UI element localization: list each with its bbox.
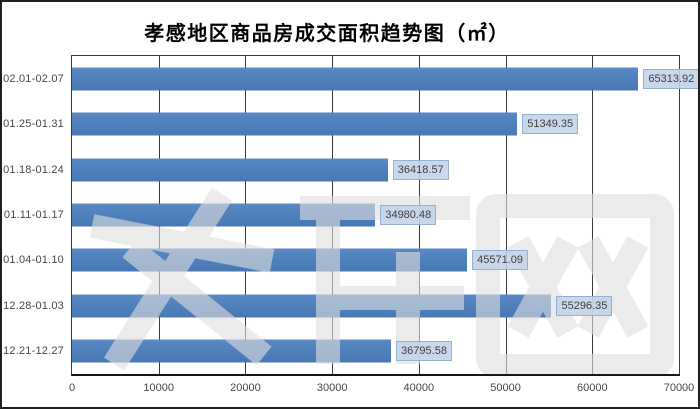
- value-label: 65313.92: [643, 68, 698, 89]
- value-label: 36795.58: [396, 341, 452, 362]
- x-tick-label: 40000: [403, 382, 435, 394]
- bar: [72, 112, 518, 136]
- y-tick-label: 01.04-01.10: [3, 254, 64, 267]
- x-tick-label: 70000: [663, 382, 695, 394]
- plot-area: 65313.92 51349.35 36418.57 34980.48 45571.09…: [71, 55, 698, 376]
- bar-row: 34980.48: [72, 192, 679, 237]
- bar: [72, 67, 639, 91]
- value-label: 55296.35: [556, 295, 613, 316]
- x-tick-label: 20000: [230, 382, 261, 394]
- y-tick-label: 01.18-01.24: [3, 163, 64, 176]
- value-label: 34980.48: [380, 204, 437, 225]
- y-tick-label: 12.21-12.27: [3, 345, 64, 358]
- bar-row: 45571.09: [72, 238, 679, 283]
- x-tick-label: 10000: [143, 382, 174, 394]
- x-tick-label: 30000: [316, 382, 348, 394]
- bar: [72, 158, 388, 182]
- value-label: 51349.35: [522, 114, 579, 135]
- bar: [72, 339, 392, 363]
- x-tick-label: 60000: [576, 382, 608, 394]
- bar-row: 55296.35: [72, 283, 679, 328]
- x-tick-label: 50000: [490, 382, 521, 394]
- x-tick-label: 0: [68, 382, 76, 394]
- bar: [72, 203, 376, 227]
- bar-row: 36795.58: [72, 329, 679, 374]
- y-tick-label: 01.25-01.31: [3, 118, 64, 131]
- bar-row: 51349.35: [72, 101, 679, 146]
- bar-row: 65313.92: [72, 56, 698, 101]
- value-label: 45571.09: [472, 250, 529, 271]
- y-tick-label: 12.28-01.03: [3, 299, 64, 312]
- chart-title: 孝感地区商品房成交面积趋势图（㎡）: [144, 23, 510, 45]
- bar-row: 36418.57: [72, 147, 679, 192]
- bar: [72, 294, 552, 318]
- value-label: 36418.57: [392, 159, 449, 180]
- y-tick-label: 02.01-02.07: [3, 72, 64, 85]
- x-axis-labels: 0 10000 20000 30000 40000 50000 60000 70000: [68, 382, 694, 398]
- y-axis-labels: 02.01-02.07 01.25-01.31 01.18-01.24 01.11-0…: [2, 56, 64, 374]
- y-tick-label: 01.11-01.17: [3, 208, 64, 221]
- bar: [72, 248, 468, 272]
